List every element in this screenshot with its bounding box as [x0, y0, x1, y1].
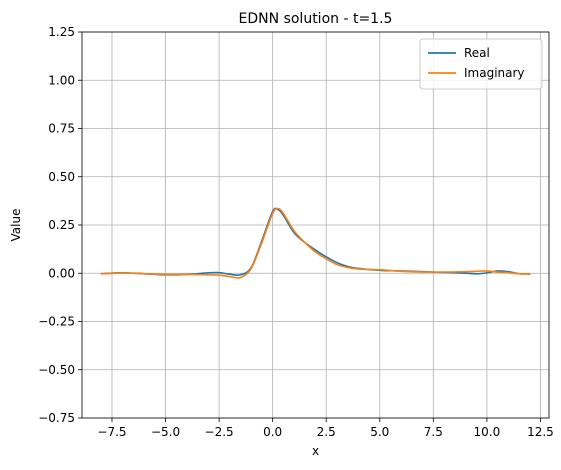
- y-tick-label: 1.25: [48, 25, 75, 39]
- x-tick-label: −5.0: [151, 425, 180, 439]
- y-tick-label: 0.00: [48, 266, 75, 280]
- legend: Real Imaginary: [419, 38, 543, 90]
- x-tick-label: 12.5: [527, 425, 554, 439]
- series-layer: [100, 207, 531, 279]
- series-line-imaginary: [100, 207, 531, 279]
- x-tick-label: 2.5: [317, 425, 336, 439]
- y-tick-label: −0.25: [38, 315, 75, 329]
- ticks: −7.5 −5.0 −2.5 0.0 2.5 5.0 7.5 10.0 12.5 −0.75 −0.…: [38, 25, 554, 439]
- y-tick-label: 0.50: [48, 170, 75, 184]
- x-tick-label: −2.5: [205, 425, 234, 439]
- x-tick-label: 7.5: [424, 425, 443, 439]
- y-tick-label: −0.75: [38, 411, 75, 425]
- legend-label-real: Real: [464, 46, 490, 60]
- x-tick-label: 0.0: [263, 425, 282, 439]
- y-tick-label: 0.75: [48, 122, 75, 136]
- legend-box: [419, 38, 543, 90]
- legend-label-imaginary: Imaginary: [464, 66, 525, 80]
- y-axis-title: Value: [9, 209, 23, 242]
- x-tick-label: 10.0: [474, 425, 501, 439]
- x-tick-label: 5.0: [370, 425, 389, 439]
- x-axis-title: x: [312, 444, 319, 458]
- x-tick-label: −7.5: [97, 425, 126, 439]
- y-tick-label: −0.50: [38, 363, 75, 377]
- y-tick-label: 1.00: [48, 73, 75, 87]
- y-tick-label: 0.25: [48, 218, 75, 232]
- chart-title: EDNN solution - t=1.5: [239, 11, 393, 27]
